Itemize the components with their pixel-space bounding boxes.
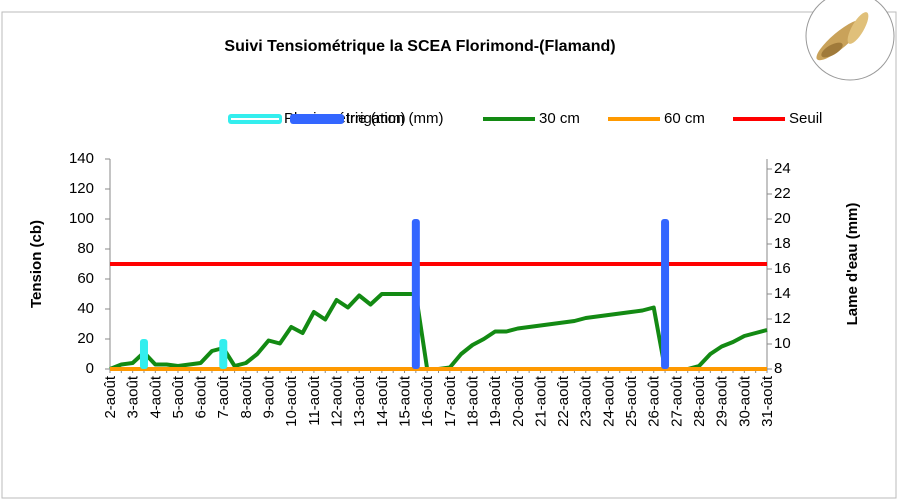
x-tick-label: 13-août	[351, 375, 368, 427]
chart: Suivi Tensiométrique la SCEA Florimond-(…	[0, 0, 899, 501]
x-tick-label: 5-août	[170, 375, 187, 418]
x-tick-label: 2-août	[102, 375, 119, 418]
x-tick-label: 4-août	[147, 375, 164, 418]
y-tick-label: 80	[77, 240, 94, 257]
y-axis-title: Tension (cb)	[28, 220, 45, 308]
legend-label: 30 cm	[539, 110, 580, 127]
x-tick-label: 15-août	[396, 375, 413, 427]
x-tick-label: 31-août	[759, 375, 776, 427]
y-tick-label: 100	[69, 210, 94, 227]
bar	[661, 219, 669, 369]
x-tick-label: 25-août	[623, 375, 640, 427]
x-tick-label: 27-août	[668, 375, 685, 427]
x-tick-label: 28-août	[691, 375, 708, 427]
x-tick-label: 30-août	[736, 375, 753, 427]
x-tick-label: 9-août	[261, 375, 278, 418]
x-tick-label: 17-août	[442, 375, 459, 427]
y2-tick-label: 8	[774, 360, 782, 377]
y2-tick-label: 12	[774, 310, 791, 327]
x-tick-label: 7-août	[215, 375, 232, 418]
x-tick-label: 22-août	[555, 375, 572, 427]
x-tick-label: 26-août	[646, 375, 663, 427]
logo	[806, 0, 894, 80]
bar	[219, 339, 227, 369]
legend-label: Irrigation (mm)	[346, 110, 444, 127]
chart-title: Suivi Tensiométrique la SCEA Florimond-(…	[224, 38, 615, 55]
x-tick-label: 20-août	[510, 375, 527, 427]
x-tick-label: 12-août	[329, 375, 346, 427]
y2-tick-label: 20	[774, 210, 791, 227]
x-tick-label: 11-août	[306, 375, 323, 426]
y2-tick-label: 24	[774, 160, 791, 177]
x-tick-label: 10-août	[283, 375, 300, 427]
x-tick-label: 19-août	[487, 375, 504, 427]
x-tick-label: 18-août	[464, 375, 481, 427]
y2-tick-label: 18	[774, 235, 791, 252]
y-tick-label: 60	[77, 270, 94, 287]
x-tick-label: 24-août	[600, 375, 617, 427]
bar	[412, 219, 420, 369]
y-tick-label: 120	[69, 180, 94, 197]
y-tick-label: 40	[77, 300, 94, 317]
bar	[140, 339, 148, 369]
x-tick-label: 3-août	[125, 375, 142, 418]
legend-label: 60 cm	[664, 110, 705, 127]
x-tick-label: 29-août	[714, 375, 731, 427]
x-tick-label: 21-août	[532, 375, 549, 427]
x-tick-label: 16-août	[419, 375, 436, 427]
y-tick-label: 20	[77, 330, 94, 347]
x-tick-label: 8-août	[238, 375, 255, 418]
x-tick-label: 23-août	[578, 375, 595, 427]
y-tick-label: 140	[69, 150, 94, 167]
y2-tick-label: 10	[774, 335, 791, 352]
y2-tick-label: 14	[774, 285, 791, 302]
y2-tick-label: 22	[774, 185, 791, 202]
y-tick-label: 0	[86, 360, 94, 377]
y2-axis-title: Lame d'eau (mm)	[844, 203, 861, 326]
legend-label: Seuil	[789, 110, 822, 127]
x-tick-label: 14-août	[374, 375, 391, 427]
y2-tick-label: 16	[774, 260, 791, 277]
x-tick-label: 6-août	[193, 375, 210, 418]
legend-swatch	[290, 114, 344, 124]
